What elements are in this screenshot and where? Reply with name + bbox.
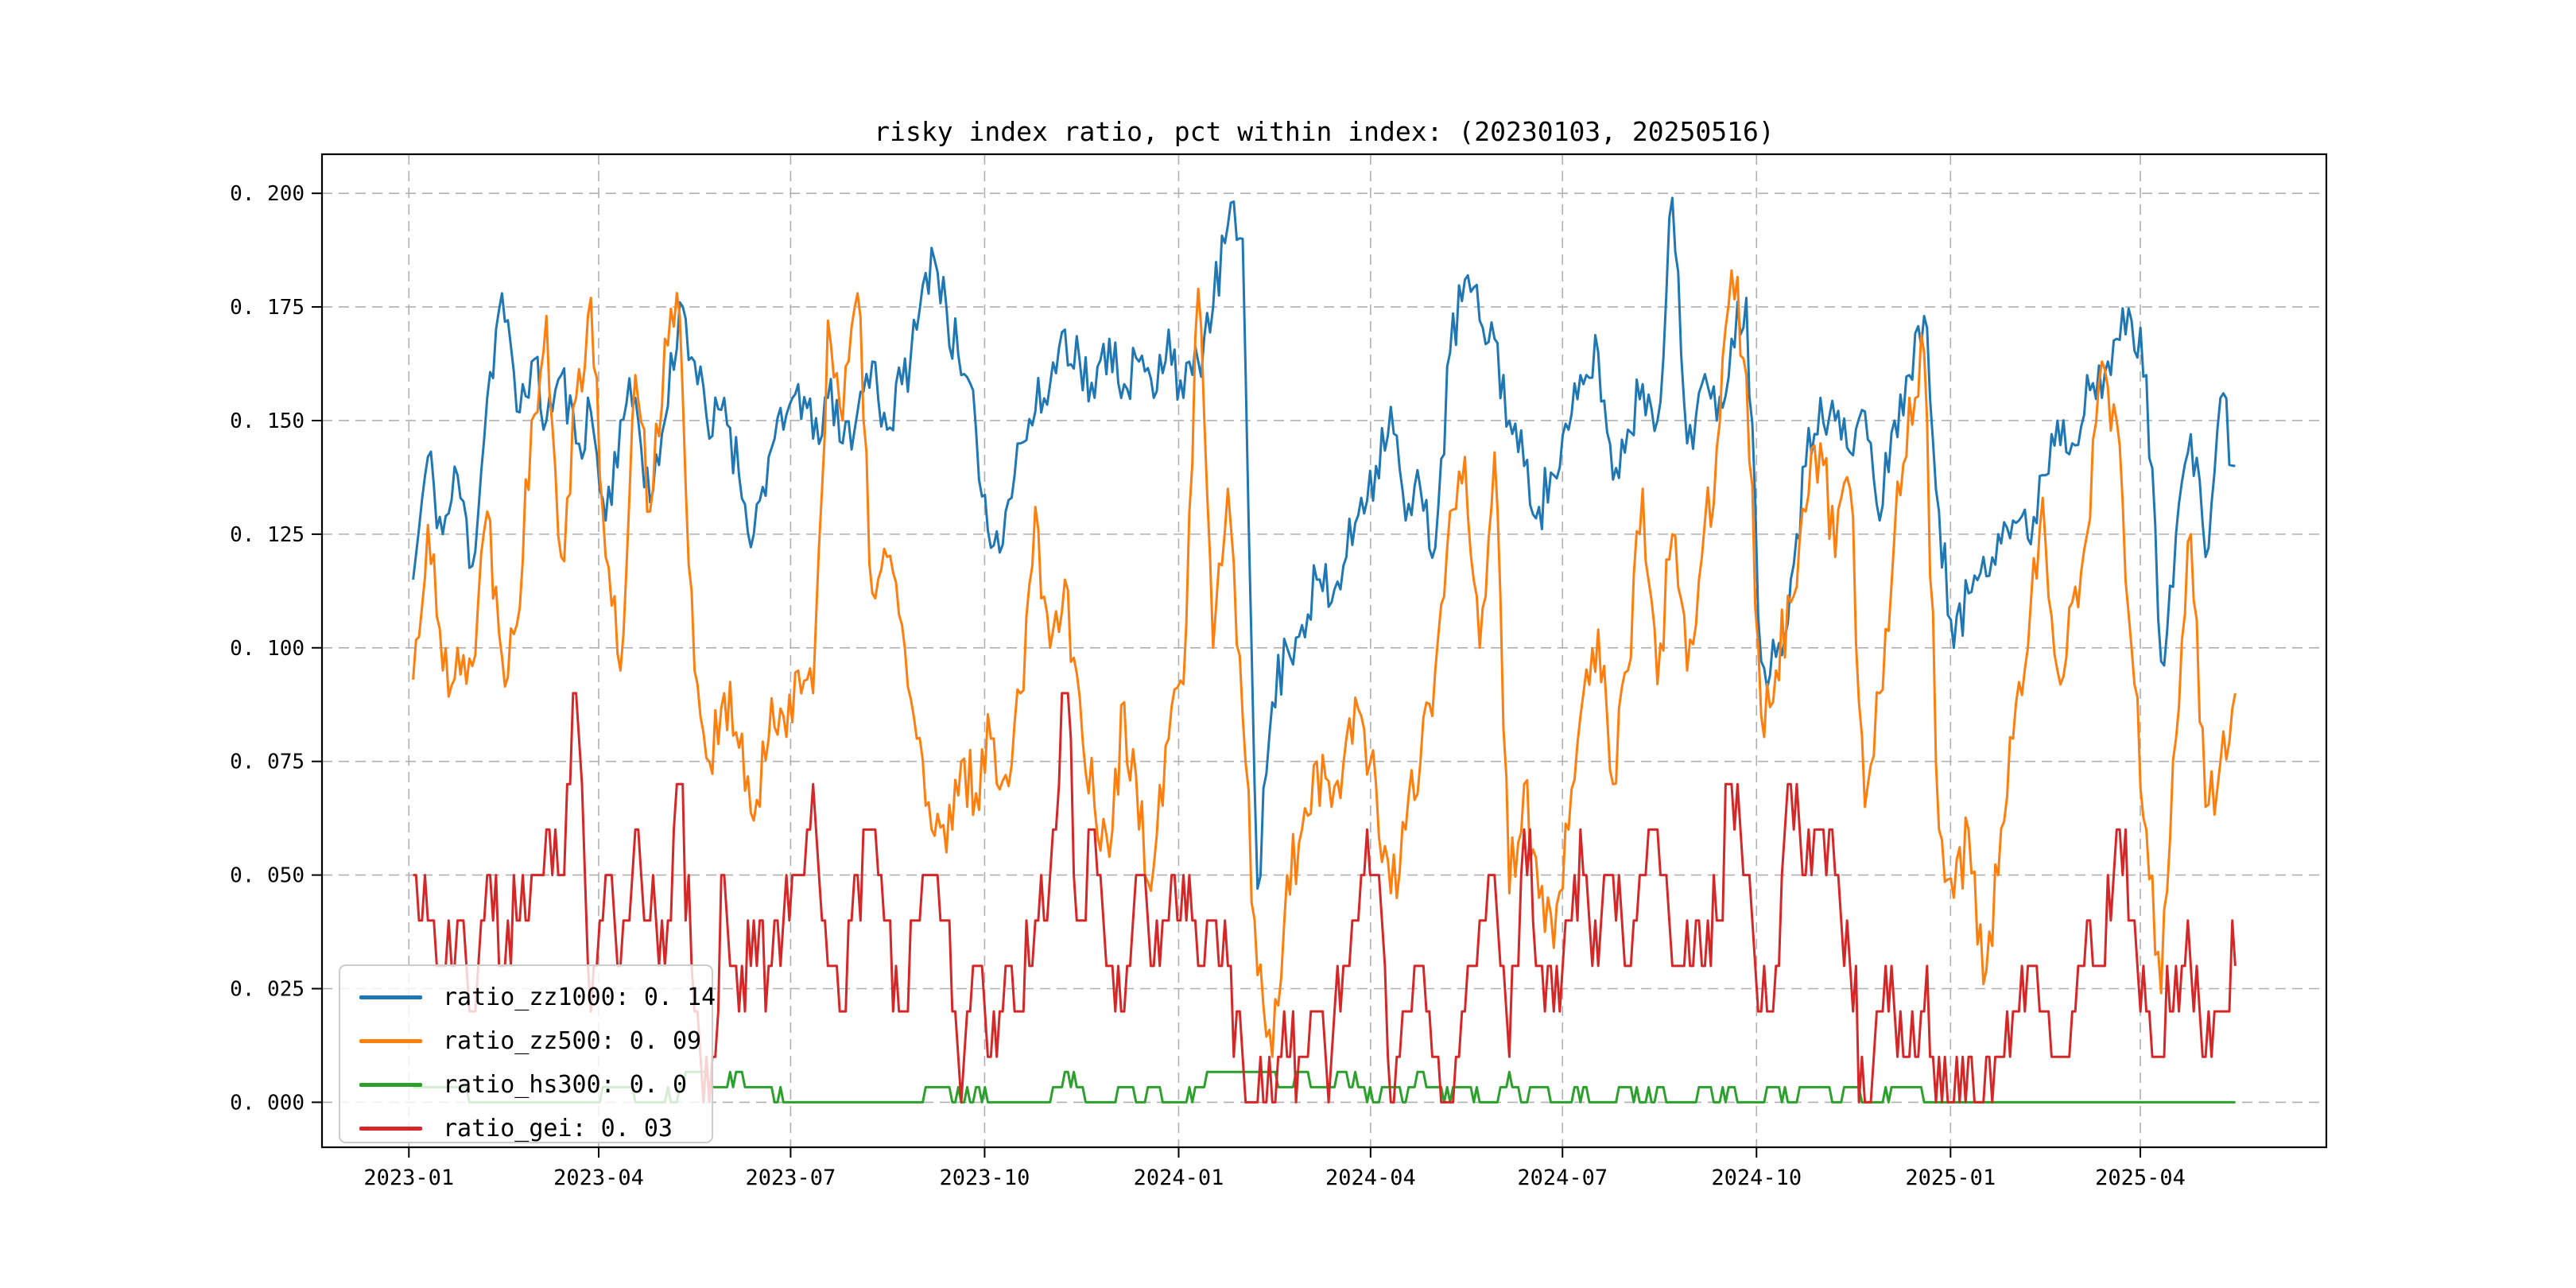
x-tick-label: 2025-04 [2095, 1166, 2186, 1190]
legend-box: ratio_zz1000: 0. 14 ratio_zz500: 0. 09 rat… [339, 964, 716, 1143]
x-tick-label: 2025-01 [1905, 1166, 1996, 1190]
legend-entry-ratio_gei: ratio_gei: 0. 03 [340, 1107, 712, 1150]
series-lines [412, 196, 2237, 1104]
legend-line-sample [359, 995, 422, 999]
x-tick-label: 2023-10 [940, 1166, 1030, 1190]
y-tick-label: 0. 175 [230, 296, 305, 320]
x-tick-label: 2023-04 [553, 1166, 644, 1190]
legend-entry-ratio_zz500: ratio_zz500: 0. 09 [340, 1019, 712, 1063]
y-tick-label: 0. 025 [230, 978, 305, 1002]
legend-line-sample [359, 1127, 422, 1131]
y-tick-label: 0. 000 [230, 1091, 305, 1115]
x-tick-label: 2023-01 [363, 1166, 454, 1190]
tick-labels: 2023-01 2023-04 2023-07 2023-10 2024-01 2024-… [230, 182, 2186, 1190]
legend-line-sample [359, 1039, 422, 1043]
ticks [312, 192, 2142, 1158]
series-line-ratio_zz500 [412, 269, 2237, 1058]
y-tick-label: 0. 125 [230, 523, 305, 547]
y-tick-label: 0. 200 [230, 182, 305, 206]
y-tick-label: 0. 050 [230, 864, 305, 888]
y-tick-label: 0. 100 [230, 637, 305, 661]
series-line-ratio_zz1000 [412, 196, 2236, 890]
chart-title: risky index ratio, pct within index: (20… [874, 116, 1775, 147]
x-tick-label: 2023-07 [746, 1166, 836, 1190]
x-tick-label: 2024-07 [1517, 1166, 1608, 1190]
legend-entry-ratio_zz1000: ratio_zz1000: 0. 14 [340, 976, 716, 1019]
series-line-ratio_gei [413, 692, 2237, 1104]
legend-label: ratio_zz500: 0. 09 [443, 1026, 702, 1055]
y-tick-label: 0. 150 [230, 409, 305, 433]
axes-spines [320, 153, 2328, 1149]
legend-label: ratio_gei: 0. 03 [443, 1114, 673, 1143]
y-tick-label: 0. 075 [230, 751, 305, 774]
series-line-ratio_hs300 [413, 1070, 2236, 1104]
x-tick-label: 2024-10 [1711, 1166, 1802, 1190]
legend-label: ratio_hs300: 0. 0 [443, 1070, 688, 1099]
x-tick-label: 2024-01 [1134, 1166, 1224, 1190]
legend-entry-ratio_hs300: ratio_hs300: 0. 0 [340, 1063, 712, 1107]
legend-label: ratio_zz1000: 0. 14 [443, 983, 716, 1011]
legend-line-sample [359, 1083, 422, 1087]
x-tick-label: 2024-04 [1325, 1166, 1416, 1190]
